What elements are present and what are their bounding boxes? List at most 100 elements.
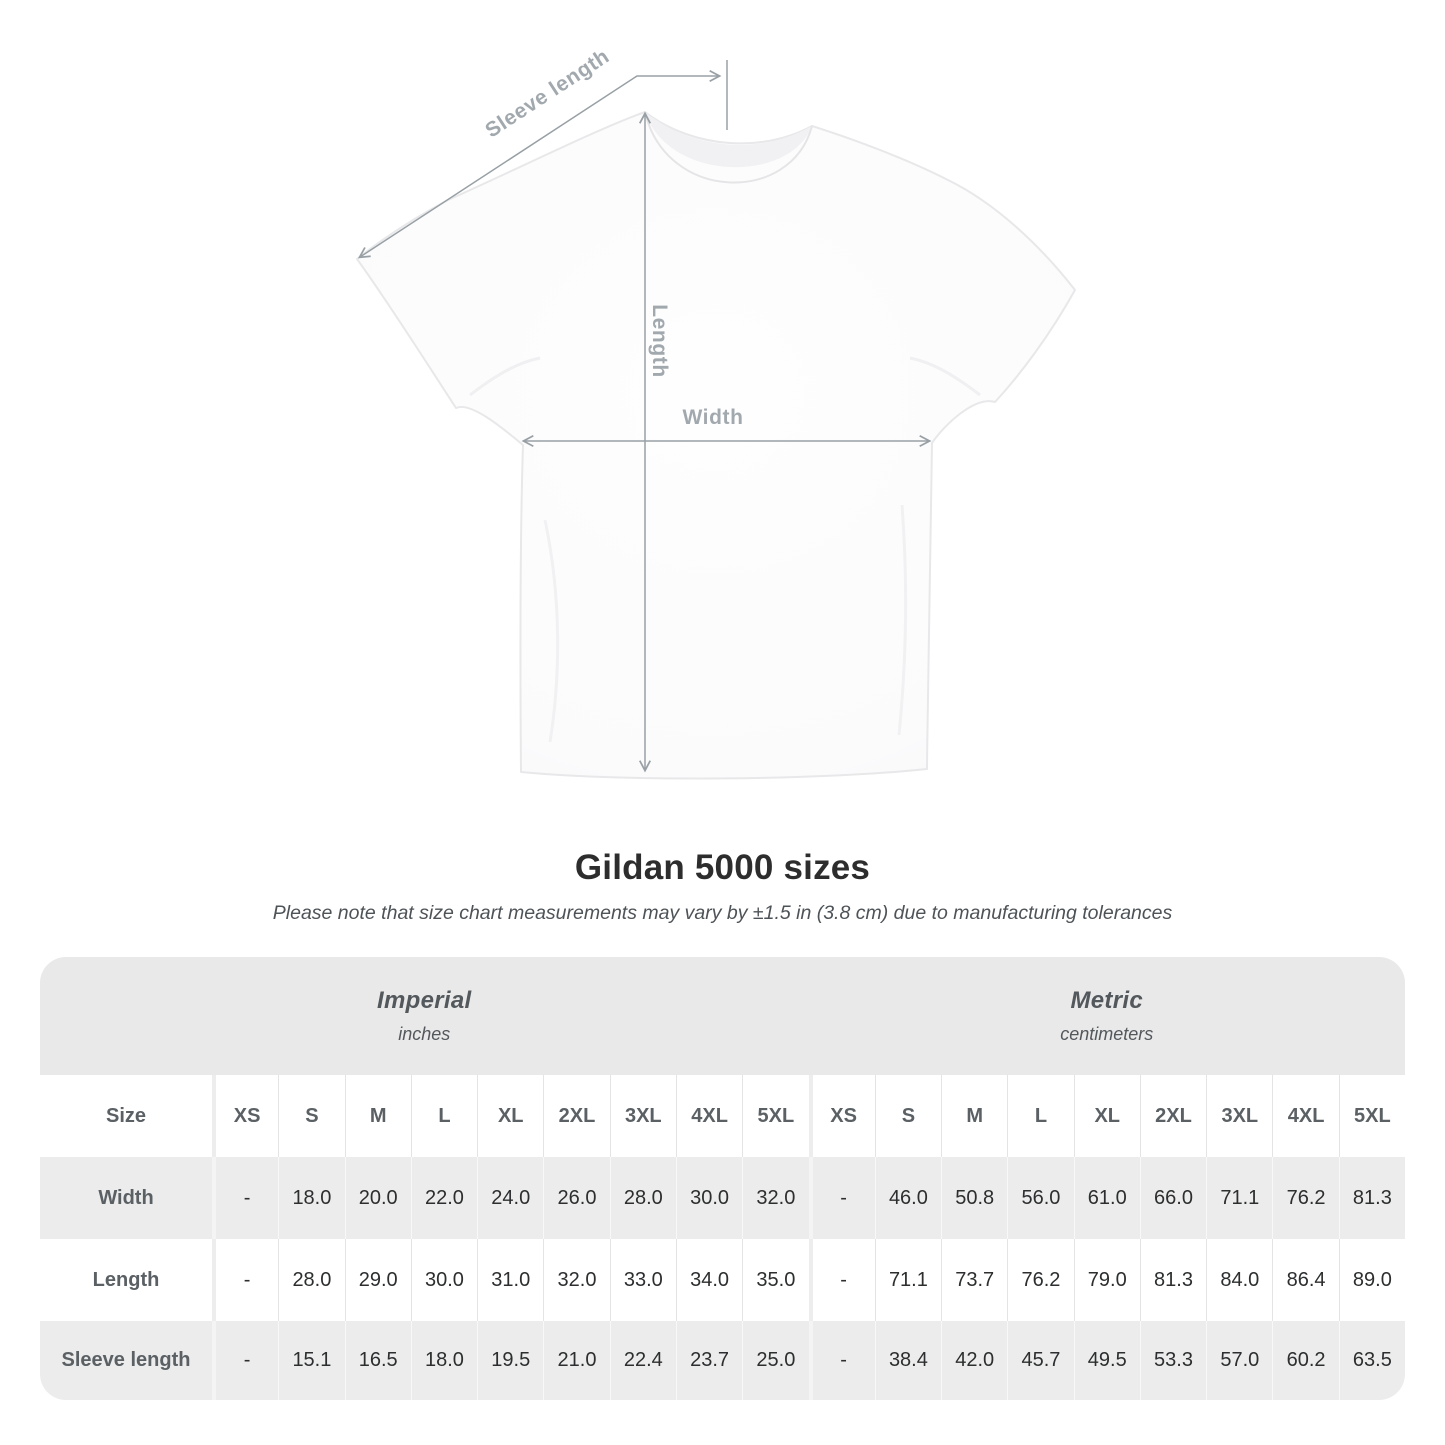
tshirt-measurement-diagram: Sleeve length Length Width <box>356 45 1076 780</box>
measurement-cell: 79.0 <box>1073 1239 1140 1321</box>
measurement-cell: 30.0 <box>410 1239 477 1321</box>
measurement-cell: 32.0 <box>742 1157 808 1239</box>
size-col-header: 2XL <box>1139 1075 1206 1157</box>
page-subtitle: Please note that size chart measurements… <box>272 902 1173 924</box>
measurement-cell: 81.3 <box>1338 1157 1405 1239</box>
measurement-cell: 61.0 <box>1073 1157 1140 1239</box>
table-row-width: Width - 18.0 20.0 22.0 24.0 26.0 28.0 30… <box>40 1157 1405 1239</box>
size-col-header: M <box>941 1075 1007 1157</box>
measurement-cell: 33.0 <box>609 1239 676 1321</box>
size-col-header: L <box>410 1075 477 1157</box>
size-header-row: Size XS S M L XL 2XL 3XL 4XL 5XL XS S M … <box>40 1075 1405 1157</box>
measurement-cell: 86.4 <box>1272 1239 1338 1321</box>
measurement-cell: 24.0 <box>477 1157 543 1239</box>
measurement-cell: 21.0 <box>543 1321 609 1400</box>
measurement-cell: - <box>212 1239 278 1321</box>
size-col-header: 2XL <box>543 1075 609 1157</box>
tshirt-body-shape <box>356 111 1076 780</box>
measurement-cell: 49.5 <box>1073 1321 1140 1400</box>
size-column-title: Size <box>105 1104 147 1127</box>
measurement-cell: 29.0 <box>344 1239 411 1321</box>
measurement-cell: 45.7 <box>1007 1321 1073 1400</box>
fabric-crease <box>543 519 560 743</box>
measurement-cell: - <box>212 1321 278 1400</box>
size-col-header: 5XL <box>1338 1075 1405 1157</box>
table-row-sleeve-length: Sleeve length - 15.1 16.5 18.0 19.5 21.0… <box>40 1321 1405 1400</box>
measurement-cell: - <box>808 1321 875 1400</box>
fabric-crease <box>909 356 981 397</box>
measurement-cell: 53.3 <box>1139 1321 1206 1400</box>
size-col-header: 3XL <box>609 1075 676 1157</box>
size-col-header: M <box>344 1075 411 1157</box>
measurement-cell: - <box>808 1157 875 1239</box>
size-col-header: XL <box>1073 1075 1140 1157</box>
measurement-cell: 35.0 <box>742 1239 808 1321</box>
size-col-header: L <box>1007 1075 1073 1157</box>
measurement-cell: 84.0 <box>1206 1239 1272 1321</box>
row-label: Width <box>98 1186 154 1209</box>
measurement-cell: 28.0 <box>609 1157 676 1239</box>
measurement-cell: 26.0 <box>543 1157 609 1239</box>
measurement-cell: 56.0 <box>1007 1157 1073 1239</box>
metric-unit: centimeters <box>1060 1024 1154 1044</box>
measurement-cell: 19.5 <box>477 1321 543 1400</box>
measurement-cell: 66.0 <box>1139 1157 1206 1239</box>
size-col-header: S <box>278 1075 344 1157</box>
page-title: Gildan 5000 sizes <box>574 848 871 887</box>
size-col-header: 5XL <box>742 1075 808 1157</box>
imperial-header: Imperial inches <box>40 957 808 1075</box>
size-col-header: S <box>874 1075 941 1157</box>
size-col-header: XS <box>212 1075 278 1157</box>
measurement-cell: 23.7 <box>675 1321 742 1400</box>
size-col-header: 4XL <box>675 1075 742 1157</box>
measurement-cell: 81.3 <box>1139 1239 1206 1321</box>
measurement-cell: 89.0 <box>1338 1239 1405 1321</box>
metric-title: Metric <box>1070 987 1143 1014</box>
heading-block: Gildan 5000 sizes Please note that size … <box>0 848 1445 925</box>
measurement-cell: 63.5 <box>1338 1321 1405 1400</box>
measurement-cell: 18.0 <box>410 1321 477 1400</box>
sleeve-length-label: Sleeve length <box>481 45 613 143</box>
tshirt-image <box>356 111 1076 780</box>
table-row-length: Length - 28.0 29.0 30.0 31.0 32.0 33.0 3… <box>40 1239 1405 1321</box>
measurement-cell: 22.4 <box>609 1321 676 1400</box>
measurement-cell: 76.2 <box>1007 1239 1073 1321</box>
metric-header: Metric centimeters <box>808 957 1405 1075</box>
size-col-header: 4XL <box>1272 1075 1338 1157</box>
size-col-header: XS <box>808 1075 875 1157</box>
measurement-cell: 31.0 <box>477 1239 543 1321</box>
row-label: Length <box>92 1268 160 1291</box>
measurement-cell: 18.0 <box>278 1157 344 1239</box>
measurement-cell: 30.0 <box>675 1157 742 1239</box>
measurement-cell: 71.1 <box>874 1239 941 1321</box>
fabric-crease <box>897 504 908 736</box>
size-col-header: 3XL <box>1206 1075 1272 1157</box>
sleeve-length-arrow <box>360 76 719 257</box>
measurement-arrows <box>360 60 929 770</box>
measurement-cell: - <box>212 1157 278 1239</box>
measurement-cell: 34.0 <box>675 1239 742 1321</box>
measurement-cell: 46.0 <box>874 1157 941 1239</box>
length-label: Length <box>648 304 671 378</box>
measurement-cell: 15.1 <box>278 1321 344 1400</box>
measurement-cell: 25.0 <box>742 1321 808 1400</box>
measurement-cell: 73.7 <box>941 1239 1007 1321</box>
imperial-title: Imperial <box>377 987 472 1014</box>
size-col-header: XL <box>477 1075 543 1157</box>
measurement-cell: 50.8 <box>941 1157 1007 1239</box>
measurement-cell: - <box>808 1239 875 1321</box>
fabric-crease <box>469 356 541 397</box>
measurement-cell: 38.4 <box>874 1321 941 1400</box>
measurement-cell: 28.0 <box>278 1239 344 1321</box>
measurement-cell: 71.1 <box>1206 1157 1272 1239</box>
measurement-cell: 76.2 <box>1272 1157 1338 1239</box>
measurement-cell: 32.0 <box>543 1239 609 1321</box>
measurement-cell: 20.0 <box>344 1157 411 1239</box>
measurement-cell: 16.5 <box>344 1321 411 1400</box>
imperial-unit: inches <box>398 1024 451 1044</box>
measurement-cell: 57.0 <box>1206 1321 1272 1400</box>
measurement-cell: 42.0 <box>941 1321 1007 1400</box>
width-label: Width <box>682 406 743 429</box>
row-label: Sleeve length <box>61 1349 191 1371</box>
